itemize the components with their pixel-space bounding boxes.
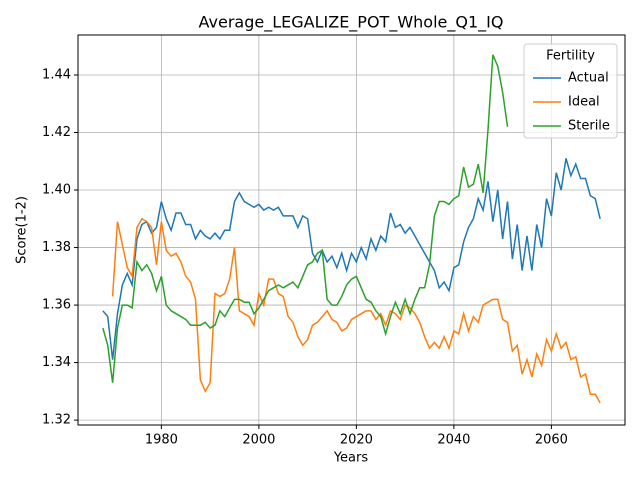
line-series [111, 217, 601, 404]
y-tick-label: 1.36 [42, 298, 71, 313]
y-tick-label: 1.34 [42, 355, 71, 370]
y-tick-label: 1.38 [42, 240, 71, 255]
y-axis-label: Score(1-2) [15, 196, 30, 264]
legend-label: Sterile [568, 119, 610, 134]
x-axis-label: Years [333, 451, 369, 466]
y-tick-label: 1.42 [42, 125, 71, 140]
chart-title: Average_LEGALIZE_POT_Whole_Q1_IQ [199, 13, 504, 33]
x-tick-label: 1980 [145, 433, 178, 448]
line-series [102, 158, 601, 360]
y-tick-label: 1.44 [42, 67, 71, 82]
y-tick-label: 1.32 [42, 413, 71, 428]
legend-label: Actual [568, 71, 609, 86]
line-series [102, 54, 509, 383]
y-tick-label: 1.40 [42, 183, 71, 198]
x-tick-label: 2020 [340, 433, 373, 448]
x-tick-label: 2000 [242, 433, 275, 448]
x-tick-label: 2040 [437, 433, 470, 448]
legend-box [523, 43, 618, 139]
plot-frame [77, 34, 626, 426]
legend-title: Fertility [546, 49, 595, 64]
x-tick-label: 2060 [535, 433, 568, 448]
legend-label: Ideal [568, 95, 600, 110]
